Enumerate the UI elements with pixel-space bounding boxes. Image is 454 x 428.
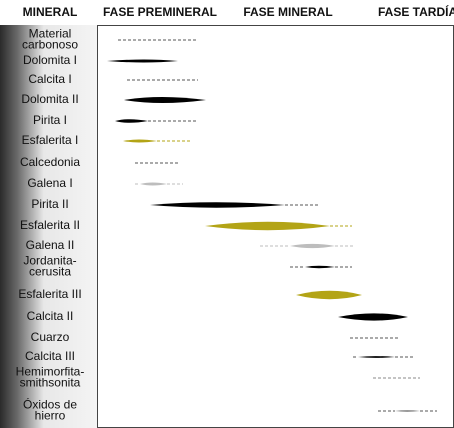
mineral-label: Hemimorfita- (16, 365, 85, 379)
range-marks (107, 39, 437, 412)
mineral-label: Galena I (27, 176, 72, 190)
mineral-label: Galena II (26, 238, 75, 252)
mineral-label: Esfalerita III (18, 287, 81, 301)
abundance-spindle (358, 356, 395, 358)
rock-photo-background (0, 25, 97, 428)
abundance-spindle (305, 265, 335, 269)
mineral-label: Material (29, 27, 72, 41)
mineral-label: Calcita II (27, 309, 74, 323)
mineral-label: Pirita I (33, 113, 67, 127)
abundance-spindle (290, 243, 335, 249)
mineral-label: hierro (35, 409, 66, 423)
mineral-label: Dolomita I (23, 53, 77, 67)
abundance-spindle (338, 313, 408, 321)
abundance-spindle (395, 410, 420, 412)
mineral-label: Cuarzo (31, 330, 70, 344)
column-header: MINERAL (23, 5, 78, 19)
mineral-label: cerusita (29, 265, 71, 279)
abundance-spindle (123, 139, 157, 143)
column-header: FASE MINERAL (243, 5, 332, 19)
mineral-label: Jordanita- (23, 254, 76, 268)
abundance-spindle (205, 221, 330, 231)
abundance-spindle (150, 202, 285, 208)
mineral-label: Esfalerita II (20, 218, 80, 232)
mineral-label: Calcita III (25, 349, 75, 363)
abundance-spindle (115, 119, 148, 123)
mineral-label: smithsonita (20, 376, 81, 390)
abundance-spindle (140, 182, 167, 186)
column-header: FASE TARDÍA (378, 4, 454, 19)
column-header: FASE PREMINERAL (103, 5, 217, 19)
mineral-label: Calcedonia (20, 155, 80, 169)
mineral-label: carbonoso (22, 38, 78, 52)
abundance-spindle (296, 290, 362, 300)
mineral-label: Calcita I (28, 72, 71, 86)
header: MINERAL FASE PREMINERAL FASE MINERAL FAS… (23, 4, 454, 19)
abundance-spindle (124, 97, 206, 103)
mineral-label: Dolomita II (21, 92, 78, 106)
mineral-label: Esfalerita I (22, 133, 79, 147)
abundance-spindle (107, 59, 178, 63)
mineral-label: Pirita II (31, 197, 68, 211)
mineral-label: Óxidos de (23, 397, 77, 412)
